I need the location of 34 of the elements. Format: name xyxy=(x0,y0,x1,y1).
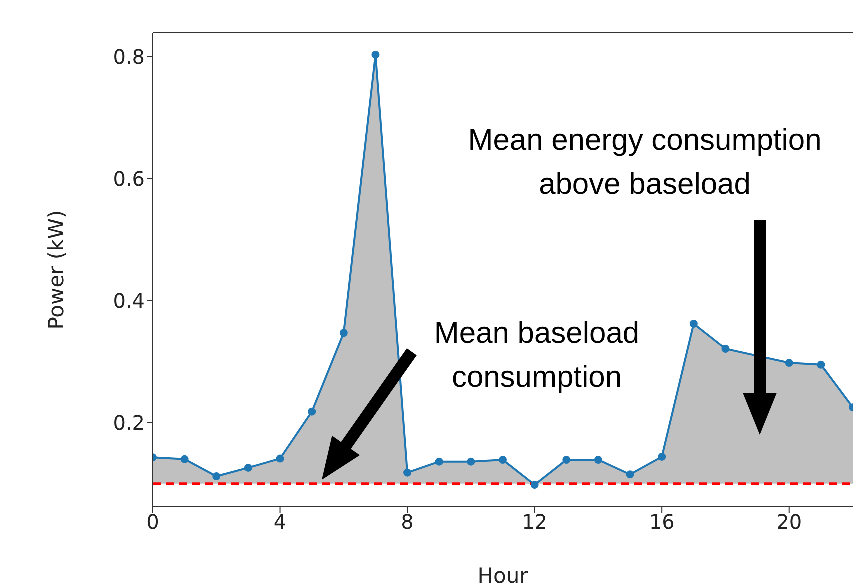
x-tick-label: 4 xyxy=(274,510,287,534)
point xyxy=(530,481,539,490)
point xyxy=(499,456,507,464)
point xyxy=(785,359,794,368)
point xyxy=(594,456,602,464)
y-tick-label: 0.8 xyxy=(113,44,145,69)
x-tick-label: 12 xyxy=(522,510,548,534)
point xyxy=(404,468,412,477)
annotation: Mean baseload consumption xyxy=(434,317,640,394)
y-axis-title: Power (kW) xyxy=(44,210,68,330)
point xyxy=(276,454,284,463)
point xyxy=(626,470,634,479)
y-tick-label: 0.4 xyxy=(113,288,145,313)
x-axis-title: Hour xyxy=(478,564,529,583)
point xyxy=(340,329,348,338)
annotation: Mean energy consumption above baseload xyxy=(468,124,822,201)
x-tick-label: 16 xyxy=(649,510,675,534)
x-tick-label: 8 xyxy=(401,510,414,534)
point xyxy=(722,345,730,353)
point xyxy=(212,472,221,480)
point xyxy=(308,408,316,416)
point xyxy=(180,455,189,464)
point xyxy=(372,50,380,59)
y-tick-label: 0.6 xyxy=(113,166,145,191)
x-tick-label: 0 xyxy=(146,510,160,534)
point xyxy=(562,456,571,464)
point xyxy=(817,360,826,369)
point xyxy=(435,458,444,466)
point xyxy=(690,320,698,328)
point xyxy=(244,464,252,472)
y-tick-label: 0.2 xyxy=(113,410,145,435)
point xyxy=(658,452,666,461)
point xyxy=(467,458,476,466)
x-tick-label: 20 xyxy=(776,510,802,534)
